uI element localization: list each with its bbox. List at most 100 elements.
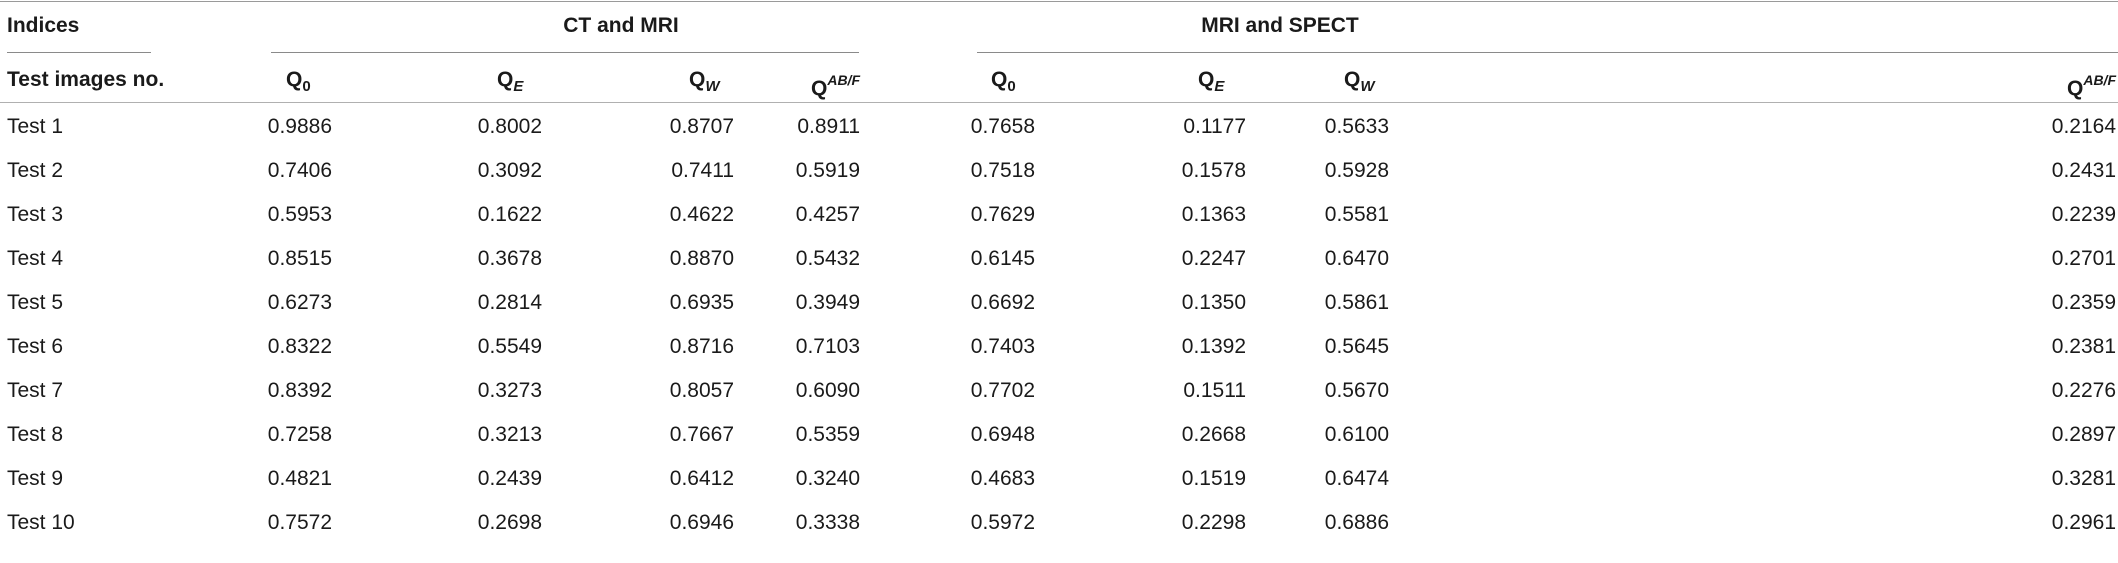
table-cell: 0.3678 bbox=[477, 247, 542, 270]
table-cell: 0.2668 bbox=[1181, 423, 1246, 446]
table-cell: 0.8716 bbox=[669, 335, 734, 358]
table-cell: 0.2359 bbox=[2051, 291, 2116, 314]
table-cell: 0.5928 bbox=[1324, 159, 1389, 182]
table-cell: 0.7629 bbox=[970, 203, 1035, 226]
row-label: Test 4 bbox=[7, 247, 64, 270]
table-cell: 0.3240 bbox=[795, 467, 860, 490]
metric-subscript: W bbox=[705, 78, 720, 95]
table-cell: 0.7667 bbox=[669, 423, 734, 446]
table-cell: 0.1511 bbox=[1183, 379, 1246, 402]
table-cell: 0.6692 bbox=[970, 291, 1035, 314]
table-cell: 0.2961 bbox=[2051, 511, 2116, 534]
table-cell: 0.2164 bbox=[2051, 115, 2116, 138]
group-header-mri-spect: MRI and SPECT bbox=[1201, 14, 1359, 37]
test-images-header: Test images no. bbox=[7, 68, 165, 91]
metric-base: Q bbox=[1344, 68, 1361, 91]
metric-header-4: QAB/F bbox=[811, 67, 860, 102]
table-cell: 0.7411 bbox=[671, 159, 734, 182]
table-cell: 0.5953 bbox=[267, 203, 332, 226]
row-label: Test 5 bbox=[7, 291, 64, 314]
table-cell: 0.8392 bbox=[267, 379, 332, 402]
table-cell: 0.4683 bbox=[970, 467, 1035, 490]
metric-base: Q bbox=[2066, 77, 2084, 100]
metric-subscript: 0 bbox=[1007, 78, 1016, 95]
row-label: Test 8 bbox=[7, 423, 64, 446]
table-cell: 0.7518 bbox=[970, 159, 1035, 182]
metric-base: Q bbox=[991, 68, 1008, 91]
table-cell: 0.2698 bbox=[477, 511, 542, 534]
table-cell: 0.6948 bbox=[970, 423, 1035, 446]
table-cell: 0.5359 bbox=[795, 423, 860, 446]
table-cell: 0.3281 bbox=[2051, 467, 2116, 490]
row-label: Test 10 bbox=[7, 511, 75, 534]
table-cell: 0.6412 bbox=[669, 467, 734, 490]
table-cell: 0.8002 bbox=[477, 115, 542, 138]
metric-header-8: QAB/F bbox=[2067, 67, 2116, 102]
table-cell: 0.5645 bbox=[1324, 335, 1389, 358]
table-cell: 0.6273 bbox=[267, 291, 332, 314]
row-label: Test 6 bbox=[7, 335, 64, 358]
table-cell: 0.8707 bbox=[669, 115, 734, 138]
table-cell: 0.5549 bbox=[477, 335, 542, 358]
row-label: Test 9 bbox=[7, 467, 64, 490]
table-cell: 0.6090 bbox=[795, 379, 860, 402]
table-cell: 0.8911 bbox=[797, 115, 860, 138]
table-cell: 0.4622 bbox=[669, 203, 734, 226]
row-label: Test 1 bbox=[7, 115, 64, 138]
metric-base: Q bbox=[497, 68, 514, 91]
table-cell: 0.3338 bbox=[795, 511, 860, 534]
header-rule bbox=[0, 102, 2118, 103]
indices-header: Indices bbox=[7, 14, 80, 37]
metric-header-6: QE bbox=[1198, 67, 1224, 100]
table-cell: 0.7103 bbox=[795, 335, 860, 358]
metric-header-7: QW bbox=[1344, 67, 1375, 100]
table-cell: 0.7406 bbox=[267, 159, 332, 182]
top-rule bbox=[0, 1, 2118, 2]
table-cell: 0.1578 bbox=[1181, 159, 1246, 182]
table-cell: 0.1622 bbox=[477, 203, 542, 226]
table-cell: 0.1177 bbox=[1183, 115, 1246, 138]
table-cell: 0.6946 bbox=[669, 511, 734, 534]
table-cell: 0.6470 bbox=[1324, 247, 1389, 270]
table-cell: 0.5670 bbox=[1324, 379, 1389, 402]
metric-subscript: E bbox=[513, 78, 524, 95]
metric-superscript: AB/F bbox=[827, 72, 860, 88]
table-cell: 0.5972 bbox=[970, 511, 1035, 534]
table-cell: 0.3092 bbox=[477, 159, 542, 182]
metric-subscript: 0 bbox=[302, 78, 311, 95]
table-cell: 0.7403 bbox=[970, 335, 1035, 358]
table-cell: 0.8515 bbox=[267, 247, 332, 270]
group-header-ct-mri: CT and MRI bbox=[563, 14, 679, 37]
table-cell: 0.2247 bbox=[1181, 247, 1246, 270]
metric-base: Q bbox=[810, 77, 828, 100]
table-cell: 0.2701 bbox=[2051, 247, 2116, 270]
table-cell: 0.5432 bbox=[795, 247, 860, 270]
row-label: Test 2 bbox=[7, 159, 64, 182]
table-cell: 0.5581 bbox=[1324, 203, 1389, 226]
table-cell: 0.2439 bbox=[477, 467, 542, 490]
table-cell: 0.6474 bbox=[1324, 467, 1389, 490]
row-label: Test 7 bbox=[7, 379, 64, 402]
table-cell: 0.4821 bbox=[267, 467, 332, 490]
table-cell: 0.8322 bbox=[267, 335, 332, 358]
table-cell: 0.2814 bbox=[477, 291, 542, 314]
metric-header-1: Q0 bbox=[286, 67, 311, 100]
table-cell: 0.1519 bbox=[1181, 467, 1246, 490]
table-cell: 0.6100 bbox=[1324, 423, 1389, 446]
table-cell: 0.7702 bbox=[970, 379, 1035, 402]
group-underline-mri-spect bbox=[977, 52, 2118, 53]
metric-base: Q bbox=[689, 68, 706, 91]
table-cell: 0.2431 bbox=[2051, 159, 2116, 182]
table-cell: 0.2897 bbox=[2051, 423, 2116, 446]
table-cell: 0.9886 bbox=[267, 115, 332, 138]
table-cell: 0.5861 bbox=[1324, 291, 1389, 314]
table-cell: 0.7658 bbox=[970, 115, 1035, 138]
metric-base: Q bbox=[1198, 68, 1215, 91]
indices-underline bbox=[7, 52, 151, 53]
table-cell: 0.1350 bbox=[1181, 291, 1246, 314]
metric-base: Q bbox=[286, 68, 303, 91]
table-cell: 0.5919 bbox=[795, 159, 860, 182]
table-cell: 0.2276 bbox=[2051, 379, 2116, 402]
table-cell: 0.3949 bbox=[795, 291, 860, 314]
